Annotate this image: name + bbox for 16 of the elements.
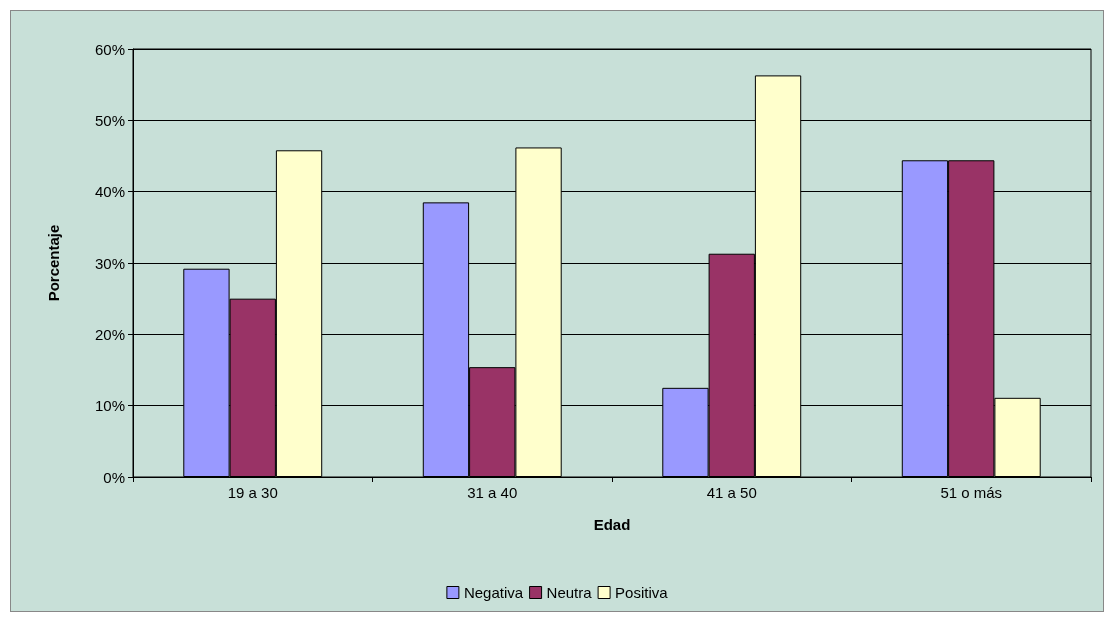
- legend-label: Positiva: [615, 584, 669, 601]
- legend-label: Neutra: [546, 584, 593, 601]
- legend-label: Negativa: [463, 584, 524, 601]
- y-tick-label: 10%: [94, 397, 125, 415]
- x-tick-label: 51 o más: [940, 484, 1003, 501]
- y-tick-label: 60%: [94, 40, 125, 58]
- y-tick-label: 30%: [94, 254, 125, 272]
- y-axis-title: Porcentaje: [45, 224, 62, 302]
- y-tick-label: 20%: [94, 325, 125, 343]
- x-tick-label: 41 a 50: [706, 484, 757, 501]
- y-tick-label: 0%: [103, 468, 125, 486]
- x-tick-label: 31 a 40: [467, 484, 518, 501]
- y-tick-label: 40%: [94, 183, 125, 201]
- x-tick-label: 19 a 30: [227, 484, 278, 501]
- y-tick-label: 50%: [94, 111, 125, 129]
- x-axis-title: Edad: [593, 516, 631, 533]
